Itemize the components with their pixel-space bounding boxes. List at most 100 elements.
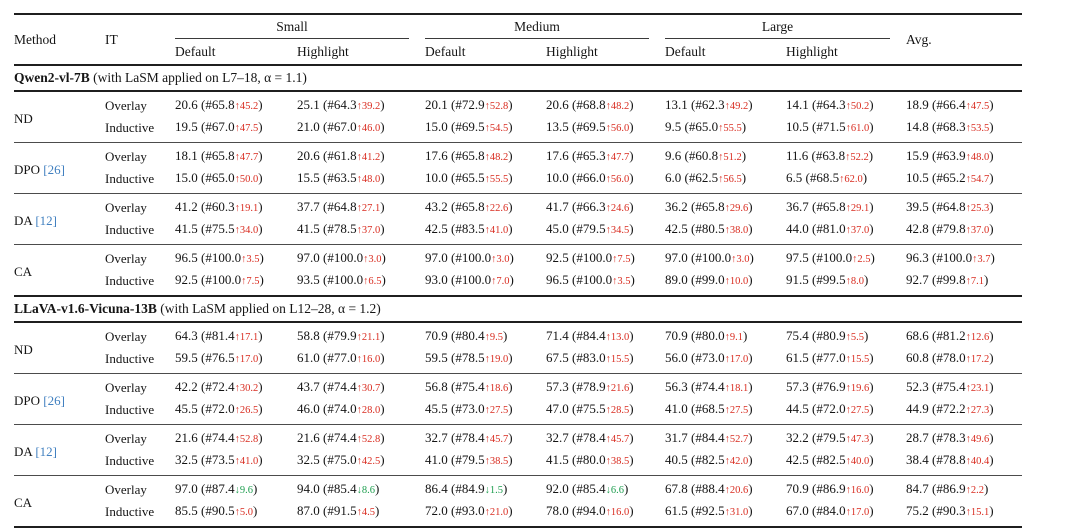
score-cell: 59.5 (#78.5↑19.0) xyxy=(425,350,513,365)
increase-delta: ↑28.0 xyxy=(356,405,381,416)
increase-delta: ↑17.0 xyxy=(234,354,259,365)
score-cell: 10.5 (#65.2↑54.7) xyxy=(906,170,994,185)
score-cell: 43.7 (#74.4↑30.7) xyxy=(297,379,385,394)
increase-delta: ↑47.5 xyxy=(965,101,990,112)
score-cell: 93.0 (#100.0↑7.0) xyxy=(425,272,514,287)
increase-delta: ↑7.5 xyxy=(241,276,260,287)
increase-delta: ↑7.0 xyxy=(491,276,510,287)
increase-delta: ↑27.5 xyxy=(724,405,749,416)
score-cell: 56.8 (#75.4↑18.6) xyxy=(425,379,513,394)
col-group-large: Large xyxy=(665,14,906,39)
group-label-large: Large xyxy=(665,19,891,39)
increase-delta: ↑15.5 xyxy=(845,354,870,365)
score-cell: 20.1 (#72.9↑52.8) xyxy=(425,97,513,112)
score-cell: 47.0 (#75.5↑28.5) xyxy=(546,401,634,416)
score-cell: 45.5 (#72.0↑26.5) xyxy=(175,401,263,416)
increase-delta: ↑56.5 xyxy=(718,174,742,185)
increase-delta: ↑52.2 xyxy=(845,152,869,163)
score-cell: 94.0 (#85.4↓8.6) xyxy=(297,481,380,496)
increase-delta: ↑50.2 xyxy=(845,101,870,112)
score-cell: 46.0 (#74.0↑28.0) xyxy=(297,401,385,416)
score-cell: 64.3 (#81.4↑17.1) xyxy=(175,328,263,343)
score-cell: 36.7 (#65.8↑29.1) xyxy=(786,199,874,214)
method-group: ND Overlay 20.6 (#65.8↑45.2) 25.1 (#64.3↑39… xyxy=(14,91,1023,143)
increase-delta: ↑34.0 xyxy=(234,225,259,236)
score-cell: 56.3 (#74.4↑18.1) xyxy=(665,379,753,394)
score-cell: 93.5 (#100.0↑6.5) xyxy=(297,272,386,287)
increase-delta: ↑6.5 xyxy=(363,276,382,287)
increase-delta: ↑38.0 xyxy=(724,225,749,236)
score-cell: 97.5 (#100.0↑2.5) xyxy=(786,250,875,265)
increase-delta: ↑12.6 xyxy=(965,332,990,343)
method-cell: DA [12] xyxy=(14,212,57,228)
score-cell: 14.1 (#64.3↑50.2) xyxy=(786,97,874,112)
increase-delta: ↑45.7 xyxy=(484,434,509,445)
increase-delta: ↑52.8 xyxy=(484,101,509,112)
method-group: CA Overlay 97.0 (#87.4↓9.6) 94.0 (#85.4↓8.6… xyxy=(14,475,1023,528)
score-cell: 45.5 (#73.0↑27.5) xyxy=(425,401,513,416)
increase-delta: ↑55.5 xyxy=(718,123,742,134)
score-cell: 92.0 (#85.4↓6.6) xyxy=(546,481,629,496)
increase-delta: ↑47.7 xyxy=(234,152,259,163)
method-group: ND Overlay 64.3 (#81.4↑17.1) 58.8 (#79.9↑21… xyxy=(14,322,1023,374)
table-row: DPO [26] Overlay 42.2 (#72.4↑30.2) 43.7 (#7… xyxy=(14,374,1022,408)
table-row: Inductive 92.5 (#100.0↑7.5) 93.5 (#100.0↑6… xyxy=(14,270,1022,296)
citation-link[interactable]: [12] xyxy=(35,443,57,459)
table-row: Inductive 85.5 (#90.5↑5.0) 87.0 (#91.5↑4.5… xyxy=(14,501,1022,527)
increase-delta: ↑45.7 xyxy=(605,434,630,445)
score-cell: 67.5 (#83.0↑15.5) xyxy=(546,350,634,365)
increase-delta: ↑9.5 xyxy=(484,332,503,343)
score-cell: 97.0 (#100.0↑3.0) xyxy=(665,250,754,265)
model-name: Qwen2-vl-7B xyxy=(14,70,90,85)
score-cell: 15.0 (#65.0↑50.0) xyxy=(175,170,263,185)
increase-delta: ↑61.0 xyxy=(845,123,870,134)
it-cell: Overlay xyxy=(105,380,147,395)
score-cell: 85.5 (#90.5↑5.0) xyxy=(175,503,258,518)
score-cell: 21.6 (#74.4↑52.8) xyxy=(297,430,385,445)
score-cell: 44.9 (#72.2↑27.3) xyxy=(906,401,994,416)
increase-delta: ↑49.2 xyxy=(724,101,749,112)
score-cell: 78.0 (#94.0↑16.0) xyxy=(546,503,634,518)
results-table: Method IT Small Medium Large Avg. Defaul… xyxy=(14,13,1023,528)
increase-delta: ↑48.0 xyxy=(965,152,990,163)
group-label-small: Small xyxy=(175,19,410,39)
citation-link[interactable]: [12] xyxy=(35,212,57,228)
increase-delta: ↑17.0 xyxy=(724,354,749,365)
increase-delta: ↑26.5 xyxy=(234,405,259,416)
increase-delta: ↑47.7 xyxy=(605,152,630,163)
increase-delta: ↑17.2 xyxy=(965,354,990,365)
score-cell: 32.2 (#79.5↑47.3) xyxy=(786,430,874,445)
increase-delta: ↑24.6 xyxy=(605,203,630,214)
increase-delta: ↑53.5 xyxy=(965,123,990,134)
table-row: Inductive 59.5 (#76.5↑17.0) 61.0 (#77.0↑16… xyxy=(14,348,1022,374)
score-cell: 25.1 (#64.3↑39.2) xyxy=(297,97,385,112)
increase-delta: ↑3.5 xyxy=(241,254,260,265)
score-cell: 44.5 (#72.0↑27.5) xyxy=(786,401,874,416)
increase-delta: ↑54.5 xyxy=(484,123,509,134)
increase-delta: ↑19.6 xyxy=(845,383,870,394)
score-cell: 41.5 (#75.5↑34.0) xyxy=(175,221,263,236)
score-cell: 59.5 (#76.5↑17.0) xyxy=(175,350,263,365)
table-row: CA Overlay 96.5 (#100.0↑3.5) 97.0 (#100.0↑3… xyxy=(14,245,1022,279)
citation-link[interactable]: [26] xyxy=(43,161,65,177)
increase-delta: ↑13.0 xyxy=(605,332,630,343)
increase-delta: ↑37.0 xyxy=(356,225,381,236)
score-cell: 13.5 (#69.5↑56.0) xyxy=(546,119,634,134)
it-cell: Overlay xyxy=(105,482,147,497)
increase-delta: ↑2.2 xyxy=(965,485,984,496)
method-cell: DPO [26] xyxy=(14,392,65,408)
score-cell: 6.0 (#62.5↑56.5) xyxy=(665,170,747,185)
increase-delta: ↑37.0 xyxy=(965,225,990,236)
score-cell: 13.1 (#62.3↑49.2) xyxy=(665,97,753,112)
score-cell: 52.3 (#75.4↑23.1) xyxy=(906,379,994,394)
score-cell: 32.5 (#73.5↑41.0) xyxy=(175,452,263,467)
col-header-small-highlight: Highlight xyxy=(297,43,349,59)
table-row: DA [12] Overlay 41.2 (#60.3↑19.1) 37.7 (#64… xyxy=(14,194,1022,228)
citation-link[interactable]: [26] xyxy=(43,392,65,408)
increase-delta: ↑48.2 xyxy=(484,152,509,163)
score-cell: 20.6 (#61.8↑41.2) xyxy=(297,148,385,163)
increase-delta: ↑28.5 xyxy=(605,405,630,416)
increase-delta: ↑19.0 xyxy=(484,354,509,365)
score-cell: 97.0 (#100.0↑3.0) xyxy=(425,250,514,265)
